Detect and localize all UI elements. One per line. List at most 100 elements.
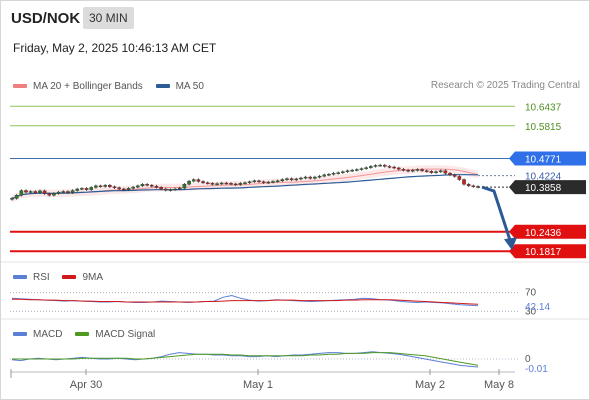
x-tick-label: Apr 30 [70,379,102,391]
interval-badge[interactable]: 30 MIN [83,7,134,29]
candle-body [103,185,107,187]
candle-body [369,166,373,168]
candle-body [243,182,247,184]
chart-header: USD/NOK 30 MIN Friday, May 2, 2025 10:46… [0,0,590,68]
candle-body [359,168,364,170]
candle-body [47,193,52,196]
candle-body [434,171,438,173]
candle-body [373,165,378,167]
level-tag-bg [509,151,586,166]
candle-body [238,183,243,185]
credit-text: Research © 2025 Trading Central [430,80,580,91]
candle-body [289,178,294,181]
candle-body [163,188,168,191]
candle-body [457,176,462,180]
candle-body [383,164,387,167]
candle-body [84,188,89,190]
candle-body [471,185,476,188]
candle-body [112,186,117,188]
candle-body [229,183,233,185]
x-tick-label: May 2 [415,379,445,391]
level-tag-label: 10.6437 [525,102,562,113]
rsi-level-label-70: 70 [525,288,537,299]
candle-body [420,169,424,171]
candle-body [196,179,201,182]
candle-body [387,166,392,168]
candle-body [201,181,205,183]
x-tick-label: May 8 [484,379,514,391]
candle-body [415,169,420,171]
candle-body [80,188,84,190]
candle-body [336,172,341,174]
candle-body [131,186,135,189]
candle-body [28,191,33,193]
candle-body [56,191,61,194]
candle-body [75,188,80,191]
candle-body [42,190,47,194]
legend-label-9ma: 9MA [82,271,104,283]
candle-body [350,169,354,172]
candle-body [392,166,396,169]
candle-body [299,177,303,180]
candle-body [215,183,219,185]
legend-item-macd: MACD [13,329,62,340]
legend-item-macd-signal: MACD Signal [75,329,155,340]
level-tag-label: 10.2436 [525,228,562,239]
candle-body [410,169,415,172]
candle-body [466,184,471,187]
price-legend: MA 20 + Bollinger Bands MA 50 [13,80,214,92]
legend-item-9ma: 9MA [62,272,103,283]
legend-item-rsi: RSI [13,272,50,283]
candle-body [10,198,14,200]
candle-body [154,185,159,188]
candle-body [341,171,345,173]
candle-body [140,184,145,187]
candle-body [364,167,368,169]
macd-last-value: -0.01 [525,364,548,375]
candle-body [38,190,42,193]
rsi-swatch [13,275,27,279]
candle-body [122,188,126,191]
candle-body [345,170,350,172]
candle-body [145,184,149,186]
candle-body [224,182,229,185]
rsi-last-value: 42.14 [525,302,550,313]
symbol-title: USD/NOK [11,10,81,27]
candle-body [126,188,131,190]
candle-body [210,183,215,185]
macd-signal-line [12,352,479,366]
timestamp: Friday, May 2, 2025 10:46:13 AM CET [13,41,217,55]
candle-body [294,178,299,181]
candle-body [438,170,443,172]
candle-body [94,185,98,188]
level-tag-label: 10.4771 [525,155,562,166]
candle-body [149,185,154,187]
level-tag-bg [509,224,586,239]
candle-body [406,169,410,172]
candle-body [177,187,182,190]
candle-body [462,179,466,185]
candle-body [396,167,401,170]
candle-body [108,185,112,187]
candle-body [219,182,224,185]
rsi-level-label-30: 30 [525,306,537,317]
projection-arrow [481,185,513,244]
legend-label-macd: MACD [33,328,63,340]
candle-body [233,183,238,186]
candle-body [257,180,261,183]
candle-body [24,190,28,193]
candle-body [275,180,280,183]
candle-body [317,175,322,178]
candle-body [308,176,313,179]
ma50-swatch [155,84,170,88]
candle-body [191,179,196,182]
ma50-line [11,174,478,199]
bollinger-swatch [13,84,27,88]
candle-body [159,187,163,190]
candle-body [52,193,56,196]
candle-body [187,180,191,185]
legend-label-rsi: RSI [33,271,50,283]
projection-arrow-head [504,237,517,251]
macd-signal-swatch [75,332,90,336]
